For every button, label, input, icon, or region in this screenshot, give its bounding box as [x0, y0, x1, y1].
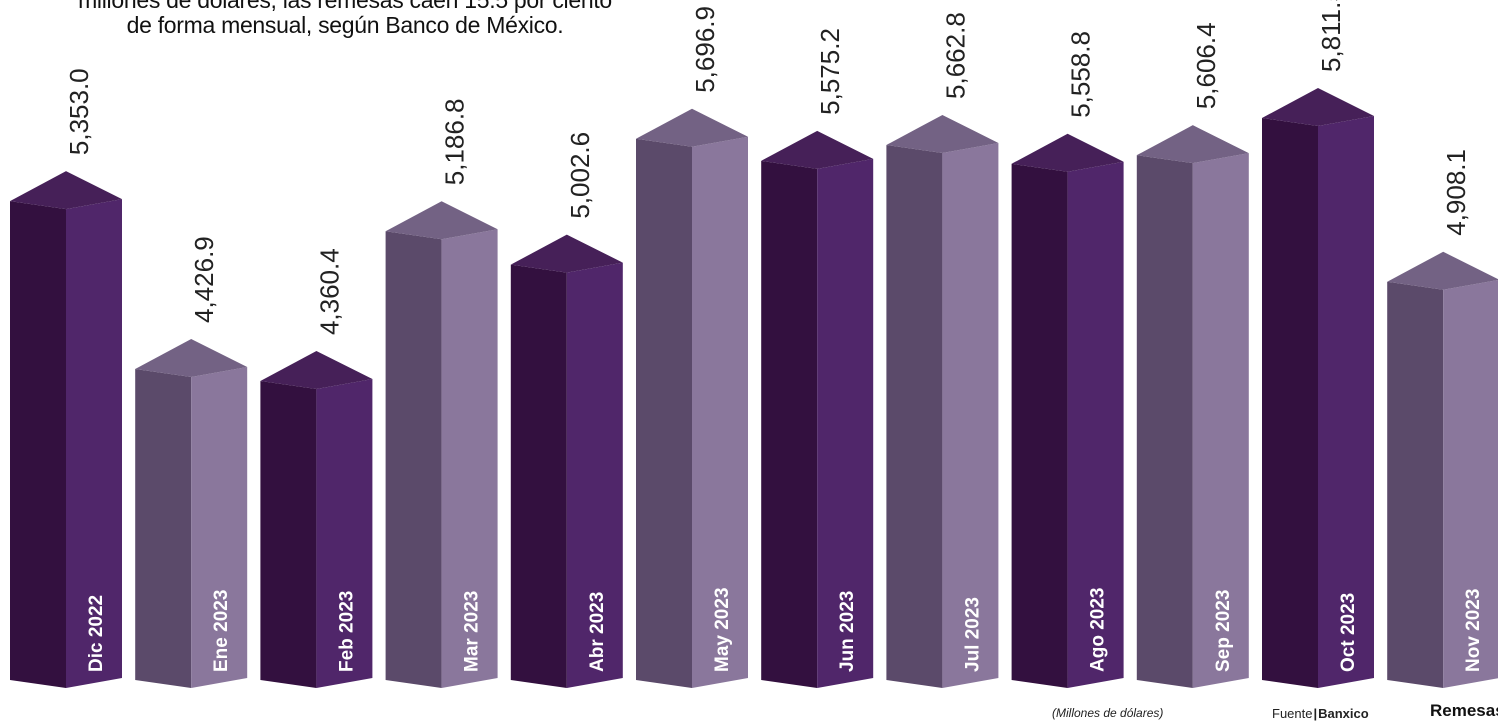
- bar-front-face: [260, 381, 317, 688]
- bar-top-face: [10, 171, 122, 210]
- bar-3: [260, 351, 373, 688]
- chart-subtitle: millones de dólares, las remesas caen 15…: [0, 0, 690, 38]
- bar-front-face: [1136, 155, 1193, 688]
- bar-top-face: [510, 234, 623, 273]
- bar-11: [1262, 88, 1374, 688]
- bar-side-face: [692, 136, 748, 688]
- category-label: Jun 2023: [837, 591, 858, 672]
- bar-top-face: [636, 108, 748, 147]
- subtitle-line-2: de forma mensual, según Banco de México.: [126, 12, 564, 38]
- category-label: Ene 2023: [211, 590, 232, 672]
- bar-side-face: [441, 229, 498, 688]
- bar-front-face: [385, 231, 442, 688]
- bar-5: [510, 234, 623, 688]
- value-label: 5,186.8: [440, 98, 470, 185]
- value-label: 5,811.5: [1316, 0, 1346, 72]
- bar-top-face: [886, 114, 999, 153]
- bar-6: [636, 108, 748, 688]
- bar-top-face: [135, 339, 248, 377]
- value-label: 5,696.9: [690, 6, 720, 93]
- category-label: May 2023: [712, 587, 733, 672]
- bar-front-face: [636, 138, 692, 688]
- source-name: Banxico: [1318, 706, 1369, 721]
- value-label: 4,360.4: [314, 248, 344, 335]
- category-label: Ago 2023: [1088, 588, 1109, 672]
- bar-side-face: [66, 199, 122, 688]
- category-label: Mar 2023: [462, 591, 483, 672]
- value-label: 5,662.8: [940, 12, 970, 99]
- bar-side-face: [1443, 279, 1498, 688]
- category-label: Nov 2023: [1463, 589, 1484, 672]
- category-label: Oct 2023: [1338, 593, 1359, 672]
- bar-side-face: [566, 262, 623, 688]
- value-label: 5,353.0: [64, 68, 94, 155]
- section-title: Remesas: [1430, 701, 1498, 720]
- bar-top-face: [761, 130, 874, 169]
- bar-top-face: [1011, 133, 1124, 172]
- subtitle-line-1: millones de dólares, las remesas caen 15…: [78, 0, 612, 13]
- bar-front-face: [510, 264, 567, 688]
- bar-top-face: [1387, 251, 1498, 290]
- bar-top-face: [385, 201, 498, 240]
- units-note: (Millones de dólares): [1052, 706, 1164, 720]
- value-label: 5,558.8: [1066, 31, 1096, 118]
- value-label: 5,606.4: [1191, 22, 1221, 109]
- source-credit: Fuente|Banxico: [1272, 706, 1369, 721]
- bar-2: [135, 339, 248, 688]
- value-label: 4,426.9: [189, 236, 219, 323]
- bar-9: [1011, 133, 1124, 689]
- bar-top-face: [1262, 88, 1374, 126]
- bar-front-face: [1011, 163, 1068, 689]
- value-label: 5,575.2: [815, 28, 845, 115]
- bar-7: [761, 130, 874, 688]
- bar-front-face: [10, 201, 66, 688]
- category-label: Sep 2023: [1213, 590, 1234, 672]
- bar-8: [886, 114, 999, 688]
- bar-top-face: [260, 351, 373, 390]
- source-separator: |: [1313, 706, 1318, 721]
- bar-front-face: [1262, 118, 1318, 688]
- bar-side-face: [942, 142, 999, 688]
- bar-side-face: [316, 379, 373, 688]
- bar-12: [1387, 251, 1498, 688]
- bar-front-face: [1387, 281, 1444, 688]
- bar-side-face: [1067, 161, 1124, 689]
- value-label: 5,002.6: [565, 132, 595, 219]
- source-prefix: Fuente: [1272, 706, 1313, 721]
- category-label: Abr 2023: [587, 592, 608, 672]
- bar-front-face: [135, 369, 192, 688]
- category-label: Dic 2022: [86, 595, 107, 672]
- bar-side-face: [817, 158, 874, 688]
- bar-1: [10, 171, 122, 688]
- category-label: Feb 2023: [336, 591, 357, 672]
- bar-side-face: [1318, 116, 1374, 688]
- value-label: 4,908.1: [1441, 149, 1471, 236]
- bar-side-face: [1192, 153, 1249, 688]
- bar-side-face: [191, 367, 248, 688]
- bar-front-face: [886, 144, 943, 688]
- bar-top-face: [1136, 125, 1249, 164]
- bar-front-face: [761, 160, 818, 688]
- category-label: Jul 2023: [962, 597, 983, 672]
- bar-4: [385, 201, 498, 688]
- bar-10: [1136, 125, 1249, 688]
